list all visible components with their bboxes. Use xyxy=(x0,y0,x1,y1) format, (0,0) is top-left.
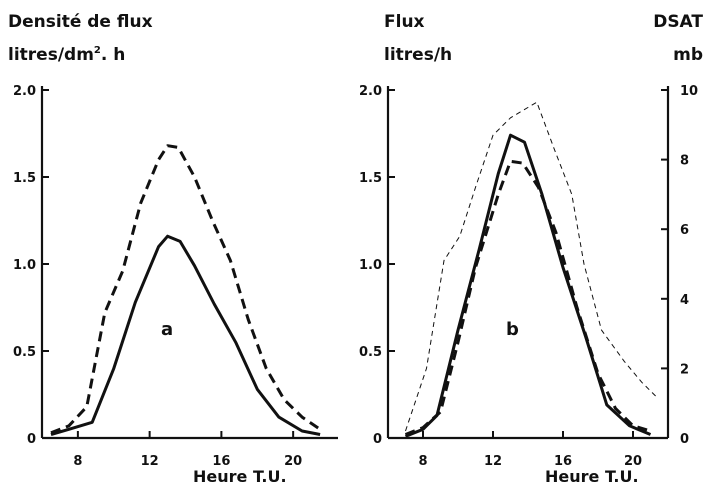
panel-b-xtick-label: 16 xyxy=(554,454,572,469)
panel-b-series-solid-line xyxy=(404,133,652,438)
panel-a-ytick-label: 1.0 xyxy=(13,258,36,273)
panel-b-y2label-line2: mb xyxy=(673,45,703,65)
panel-b-ytick-label: 0.5 xyxy=(359,345,382,360)
panel-b-ylabel-line1: Flux xyxy=(384,12,425,32)
chart-panel-a: Densité de flux litres/dm2. h a Heure T.… xyxy=(8,12,338,486)
panel-a-letter: a xyxy=(161,319,173,340)
panel-b-ytick-label: 2.0 xyxy=(359,84,382,99)
chart-panel-b: Flux litres/h DSAT mb b Heure T.U. 0 0.5 1… xyxy=(359,12,703,486)
panel-a-ytick-label: 0.5 xyxy=(13,345,36,360)
panel-b-ylabel-line2: litres/h xyxy=(384,45,452,65)
panel-b-y2tick-label: 10 xyxy=(680,84,698,99)
panel-b-ytick-label: 1.5 xyxy=(359,171,382,186)
panel-b-ytick-label: 1.0 xyxy=(359,258,382,273)
panel-b-xtick-label: 8 xyxy=(418,454,427,469)
panel-a-xlabel: Heure T.U. xyxy=(193,467,287,486)
panel-a-series-dashed-line xyxy=(50,144,321,435)
panel-a-xtick-label: 8 xyxy=(73,454,82,469)
panel-a-ytick-label: 2.0 xyxy=(13,84,36,99)
panel-b-letter: b xyxy=(506,319,519,340)
panel-b-xtick-label: 20 xyxy=(624,454,642,469)
panel-b-xtick-label: 12 xyxy=(484,454,502,469)
panel-b-series-dashed-line xyxy=(404,159,651,436)
panel-a-xtick-label: 16 xyxy=(212,454,230,469)
panel-a-ytick-label: 1.5 xyxy=(13,171,36,186)
panel-b-y2label-line1: DSAT xyxy=(653,12,703,32)
panel-b-series-thin-dashed-line xyxy=(405,101,657,432)
panel-b-y2tick-label: 0 xyxy=(680,432,689,447)
panel-b-y2tick-label: 2 xyxy=(680,362,689,377)
panel-b-y2tick-label: 8 xyxy=(680,154,689,169)
panel-b-xlabel: Heure T.U. xyxy=(545,467,639,486)
panel-a-ylabel-line1: Densité de flux xyxy=(8,12,153,32)
panel-a-ytick-label: 0 xyxy=(27,432,36,447)
panel-b-y2tick-label: 6 xyxy=(680,223,689,238)
panel-a-xtick-label: 20 xyxy=(284,454,302,469)
panel-a-series-solid-line xyxy=(50,234,321,436)
panel-a-xtick-label: 12 xyxy=(141,454,159,469)
panel-a-ylabel-line2: litres/dm2. h xyxy=(8,45,125,65)
panel-b-y2tick-label: 4 xyxy=(680,293,689,308)
panel-b-ytick-label: 0 xyxy=(373,432,382,447)
